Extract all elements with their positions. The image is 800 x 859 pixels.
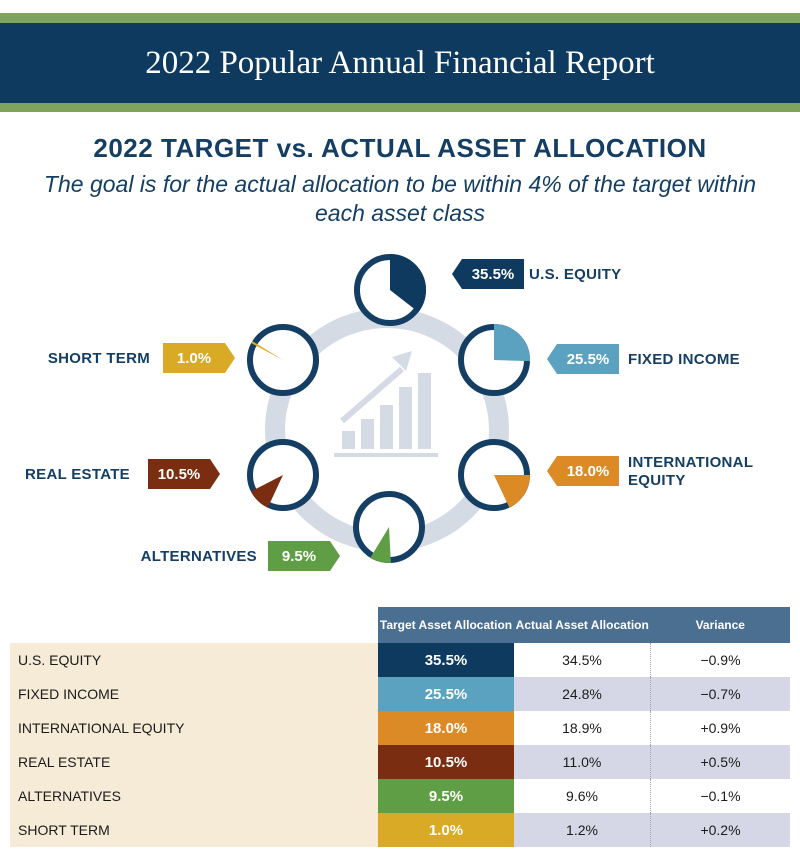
row-target: 1.0% xyxy=(378,813,514,847)
header-blank-cell xyxy=(10,607,378,643)
row-actual: 34.5% xyxy=(514,643,651,677)
row-name: ALTERNATIVES xyxy=(10,779,378,813)
bar-chart-rising-arrow-icon xyxy=(334,351,438,457)
table-row: U.S. EQUITY 35.5% 34.5% −0.9% xyxy=(10,643,790,677)
fixed-income-tag-shape xyxy=(547,344,619,374)
table-row: INTERNATIONAL EQUITY 18.0% 18.9% +0.9% xyxy=(10,711,790,745)
u-s-equity-tag-shape xyxy=(452,259,524,289)
row-target: 35.5% xyxy=(378,643,514,677)
row-variance: +0.5% xyxy=(650,745,790,779)
alternatives-category-label: ALTERNATIVES xyxy=(141,548,257,565)
header-target-label: Target Asset Allocation xyxy=(379,618,513,632)
fixed-income-value-tag: 25.5% xyxy=(547,344,619,374)
table-row: SHORT TERM 1.0% 1.2% +0.2% xyxy=(10,813,790,847)
u-s-equity-category-label-line: U.S. EQUITY xyxy=(529,266,621,283)
row-variance: −0.9% xyxy=(650,643,790,677)
title-banner: 2022 Popular Annual Financial Report xyxy=(0,23,800,103)
alternatives-value-label: 9.5% xyxy=(282,548,316,565)
table-row: FIXED INCOME 25.5% 24.8% −0.7% xyxy=(10,677,790,711)
fixed-income-category-label-line: FIXED INCOME xyxy=(628,351,740,368)
row-actual: 24.8% xyxy=(514,677,651,711)
row-name: INTERNATIONAL EQUITY xyxy=(10,711,378,745)
international-equity-value-tag: 18.0% xyxy=(547,456,619,486)
table-header-row: Target Asset Allocation Actual Asset All… xyxy=(10,607,790,643)
top-accent-band xyxy=(0,13,800,23)
u-s-equity-category-label: U.S. EQUITY xyxy=(529,266,621,283)
row-name: SHORT TERM xyxy=(10,813,378,847)
u-s-equity-slice xyxy=(390,254,426,313)
real-estate-value-tag: 10.5% xyxy=(148,459,220,489)
row-variance: −0.1% xyxy=(650,779,790,813)
row-target: 18.0% xyxy=(378,711,514,745)
short-term-category-label-line: SHORT TERM xyxy=(48,350,150,367)
row-name: REAL ESTATE xyxy=(10,745,378,779)
row-target: 9.5% xyxy=(378,779,514,813)
row-variance: +0.9% xyxy=(650,711,790,745)
international-equity-value-label: 18.0% xyxy=(567,463,610,480)
international-equity-category-label-line: INTERNATIONAL xyxy=(628,454,753,471)
short-term-tag-shape xyxy=(163,343,235,373)
row-actual: 9.6% xyxy=(514,779,651,813)
table-row: REAL ESTATE 10.5% 11.0% +0.5% xyxy=(10,745,790,779)
international-equity-category-label-line: EQUITY xyxy=(628,472,686,489)
row-name: FIXED INCOME xyxy=(10,677,378,711)
header-actual: Actual Asset Allocation xyxy=(514,607,651,643)
fixed-income-category-label: FIXED INCOME xyxy=(628,351,740,368)
chart-heading: 2022 TARGET vs. ACTUAL ASSET ALLOCATION xyxy=(93,133,707,163)
row-target: 10.5% xyxy=(378,745,514,779)
chart-subtitle: The goal is for the actual allocation to… xyxy=(43,171,757,226)
table-row: ALTERNATIVES 9.5% 9.6% −0.1% xyxy=(10,779,790,813)
bottom-accent-band xyxy=(0,103,800,112)
row-name: U.S. EQUITY xyxy=(10,643,378,677)
row-actual: 11.0% xyxy=(514,745,651,779)
row-actual: 1.2% xyxy=(514,813,651,847)
short-term-value-tag: 1.0% xyxy=(163,343,235,373)
real-estate-slice xyxy=(250,475,283,508)
alternatives-category-label-line: ALTERNATIVES xyxy=(141,548,257,565)
row-actual: 18.9% xyxy=(514,711,651,745)
real-estate-tag-shape xyxy=(148,459,220,489)
row-target: 25.5% xyxy=(378,677,514,711)
real-estate-category-label: REAL ESTATE xyxy=(25,466,130,483)
alternatives-slice xyxy=(370,527,391,563)
row-variance: −0.7% xyxy=(650,677,790,711)
header-actual-label: Actual Asset Allocation xyxy=(515,618,649,632)
alternatives-value-tag: 9.5% xyxy=(268,541,340,571)
short-term-value-label: 1.0% xyxy=(177,350,211,367)
real-estate-value-label: 10.5% xyxy=(158,466,201,483)
real-estate-category-label-line: REAL ESTATE xyxy=(25,466,130,483)
row-variance: +0.2% xyxy=(650,813,790,847)
short-term-category-label: SHORT TERM xyxy=(48,350,150,367)
u-s-equity-value-label: 35.5% xyxy=(472,266,515,283)
header-variance-label: Variance xyxy=(695,618,745,632)
short-term-slice xyxy=(251,341,283,360)
u-s-equity-value-tag: 35.5% xyxy=(452,259,524,289)
allocation-chart: 35.5% U.S. EQUITY 25.5% FIXED INCOME 18.0% IN… xyxy=(25,254,753,571)
report-title: 2022 Popular Annual Financial Report xyxy=(145,44,655,81)
header-target: Target Asset Allocation xyxy=(378,607,514,643)
alternatives-tag-shape xyxy=(268,541,340,571)
header-variance: Variance xyxy=(650,607,790,643)
allocation-table: Target Asset Allocation Actual Asset All… xyxy=(10,607,790,847)
international-equity-slice xyxy=(494,475,530,508)
fixed-income-slice xyxy=(494,324,530,362)
international-equity-tag-shape xyxy=(547,456,619,486)
fixed-income-value-label: 25.5% xyxy=(567,351,610,368)
international-equity-category-label: INTERNATIONAL EQUITY xyxy=(628,454,753,489)
